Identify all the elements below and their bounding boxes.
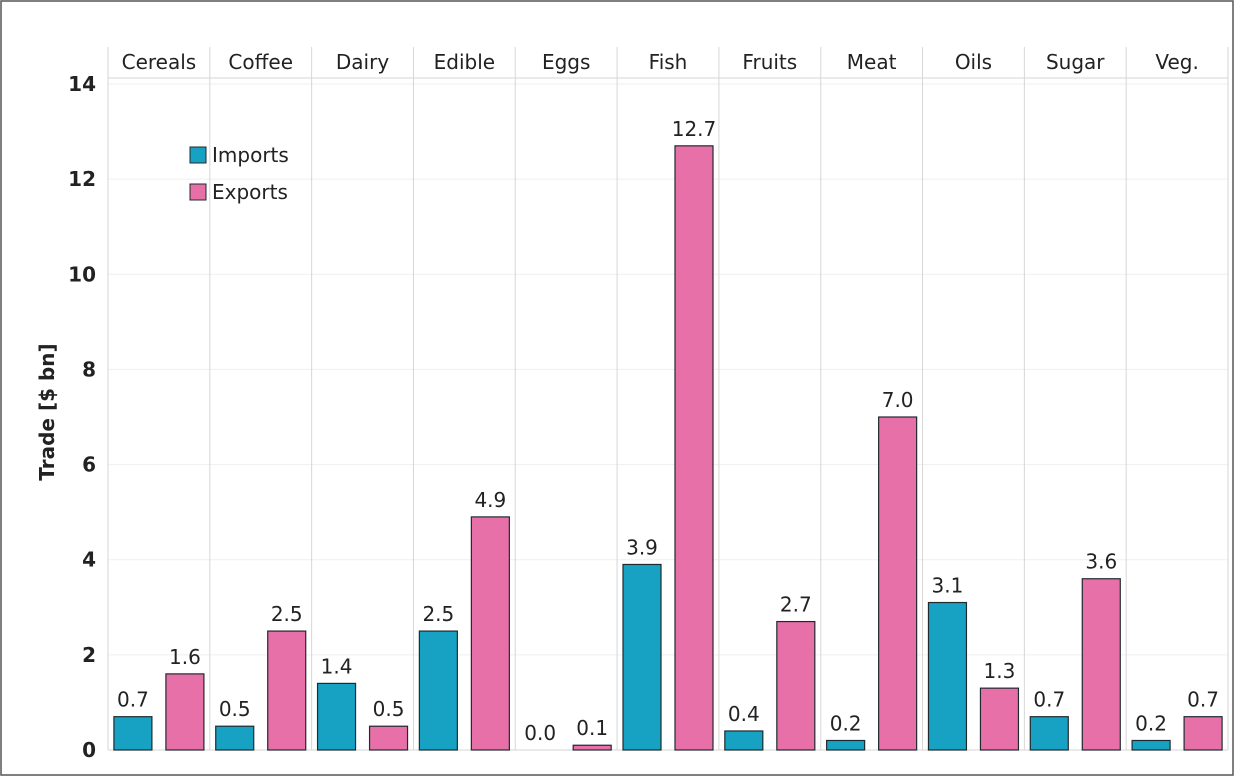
imports-bar <box>724 730 764 751</box>
imports-bar <box>418 630 458 751</box>
exports-bar <box>1081 578 1121 751</box>
exports-bar <box>165 673 205 751</box>
imports-bar <box>1029 716 1069 751</box>
bar-value-label: 3.1 <box>932 574 964 598</box>
bar-value-label: 4.9 <box>474 488 506 512</box>
exports-bar <box>878 416 918 751</box>
bar-value-label: 0.0 <box>524 721 556 745</box>
category-label: Fruits <box>742 50 797 74</box>
category-label: Veg. <box>1155 50 1199 74</box>
category-label: Cereals <box>122 50 197 74</box>
imports-bar <box>113 716 153 751</box>
imports-bar <box>215 725 255 751</box>
exports-bar <box>572 744 612 751</box>
exports-bar <box>1183 716 1223 751</box>
data-labels: 0.7 0.5 1.4 2.5 0.0 3.9 0.4 0.2 3.1 0.7 0.2 1.6 2.5 0… <box>117 117 1219 745</box>
bar-value-label: 2.5 <box>271 602 303 626</box>
bar-value-label: 0.7 <box>1187 688 1219 712</box>
y-tick-label: 14 <box>68 72 96 96</box>
exports-bar <box>470 516 510 751</box>
imports-bar <box>826 739 866 751</box>
y-tick-label: 6 <box>82 453 96 477</box>
bar-value-label: 0.2 <box>830 711 862 735</box>
exports-bar <box>267 630 307 751</box>
y-axis-title: Trade [$ bn] <box>35 343 59 480</box>
imports-bar <box>622 563 662 751</box>
imports-bar <box>1131 739 1171 751</box>
bar-value-label: 3.6 <box>1085 550 1117 574</box>
bar-value-label: 2.5 <box>422 602 454 626</box>
category-label: Meat <box>847 50 897 74</box>
category-label: Dairy <box>336 50 389 74</box>
exports-bar <box>368 725 409 751</box>
bar-value-label: 0.7 <box>1033 688 1065 712</box>
y-axis: 0 2 4 6 8 10 12 14 <box>68 72 96 762</box>
bar-value-label: 0.2 <box>1135 711 1167 735</box>
category-label: Eggs <box>542 50 590 74</box>
category-label: Fish <box>649 50 688 74</box>
bars <box>113 145 1223 751</box>
category-label: Oils <box>955 50 992 74</box>
y-tick-label: 2 <box>82 643 96 667</box>
y-tick-label: 10 <box>68 262 96 286</box>
category-label: Sugar <box>1046 50 1105 74</box>
y-tick-label: 8 <box>82 357 96 381</box>
legend-swatch-imports <box>189 146 207 164</box>
y-tick-label: 12 <box>68 167 96 191</box>
bar-value-label: 0.5 <box>219 697 251 721</box>
bar-value-label: 3.9 <box>626 535 658 559</box>
legend-label-imports: Imports <box>212 143 289 167</box>
imports-bar <box>927 601 968 751</box>
y-tick-label: 0 <box>82 738 96 762</box>
bar-value-label: 0.1 <box>576 716 608 740</box>
bar-value-label: 0.7 <box>117 688 149 712</box>
legend-swatch-exports <box>189 183 207 201</box>
y-tick-label: 4 <box>82 548 96 572</box>
bar-value-label: 1.4 <box>321 654 353 678</box>
bar-value-label: 0.4 <box>728 702 760 726</box>
category-header: Cereals Coffee Dairy Edible Eggs Fish Fruits Me… <box>108 50 1228 79</box>
legend: Imports Exports <box>189 143 289 204</box>
exports-bar <box>776 620 816 751</box>
bar-value-label: 0.5 <box>373 697 405 721</box>
bar-value-label: 2.7 <box>780 593 812 617</box>
bar-value-label: 12.7 <box>672 117 717 141</box>
exports-bar <box>979 687 1020 751</box>
bar-value-label: 1.3 <box>984 659 1016 683</box>
category-label: Edible <box>434 50 495 74</box>
bar-value-label: 1.6 <box>169 645 201 669</box>
bar-value-label: 7.0 <box>882 388 914 412</box>
legend-label-exports: Exports <box>212 180 288 204</box>
exports-bar <box>674 145 714 751</box>
category-label: Coffee <box>228 50 293 74</box>
imports-bar <box>316 682 357 751</box>
